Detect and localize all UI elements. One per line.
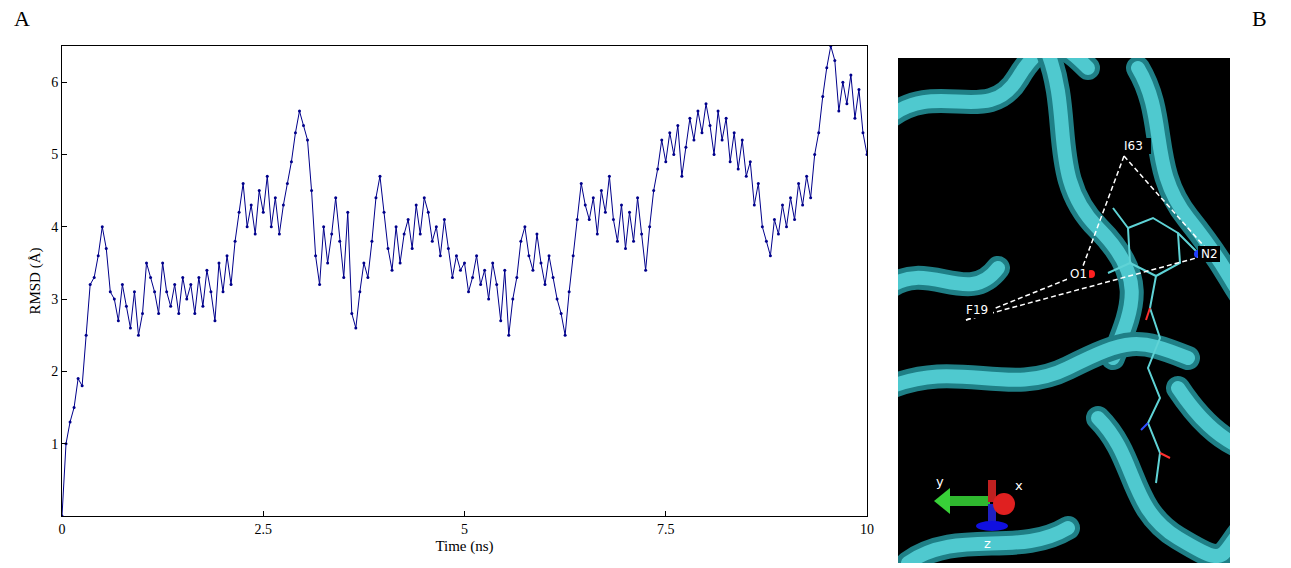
svg-text:y: y bbox=[936, 474, 944, 489]
svg-text:4: 4 bbox=[51, 220, 58, 235]
html-text:B: B bbox=[1252, 6, 1267, 31]
svg-text:O1: O1 bbox=[1070, 267, 1087, 281]
svg-text:3: 3 bbox=[51, 292, 58, 307]
svg-text:RMSD (Å): RMSD (Å) bbox=[27, 247, 44, 314]
svg-text:x: x bbox=[1015, 478, 1023, 493]
svg-text:F19: F19 bbox=[966, 303, 988, 317]
svg-text:I63: I63 bbox=[1124, 139, 1143, 153]
svg-text:10: 10 bbox=[860, 522, 874, 537]
svg-text:6: 6 bbox=[51, 75, 58, 90]
svg-text:2.5: 2.5 bbox=[255, 522, 273, 537]
html-text:A: A bbox=[14, 6, 30, 31]
svg-text:2: 2 bbox=[51, 364, 58, 379]
svg-text:N2: N2 bbox=[1201, 247, 1218, 261]
svg-text:5: 5 bbox=[461, 522, 468, 537]
svg-text:1: 1 bbox=[51, 437, 58, 452]
svg-text:7.5: 7.5 bbox=[657, 522, 675, 537]
svg-text:0: 0 bbox=[59, 522, 66, 537]
svg-text:5: 5 bbox=[51, 147, 58, 162]
svg-text:Time (ns): Time (ns) bbox=[435, 538, 493, 555]
svg-text:z: z bbox=[984, 536, 991, 551]
